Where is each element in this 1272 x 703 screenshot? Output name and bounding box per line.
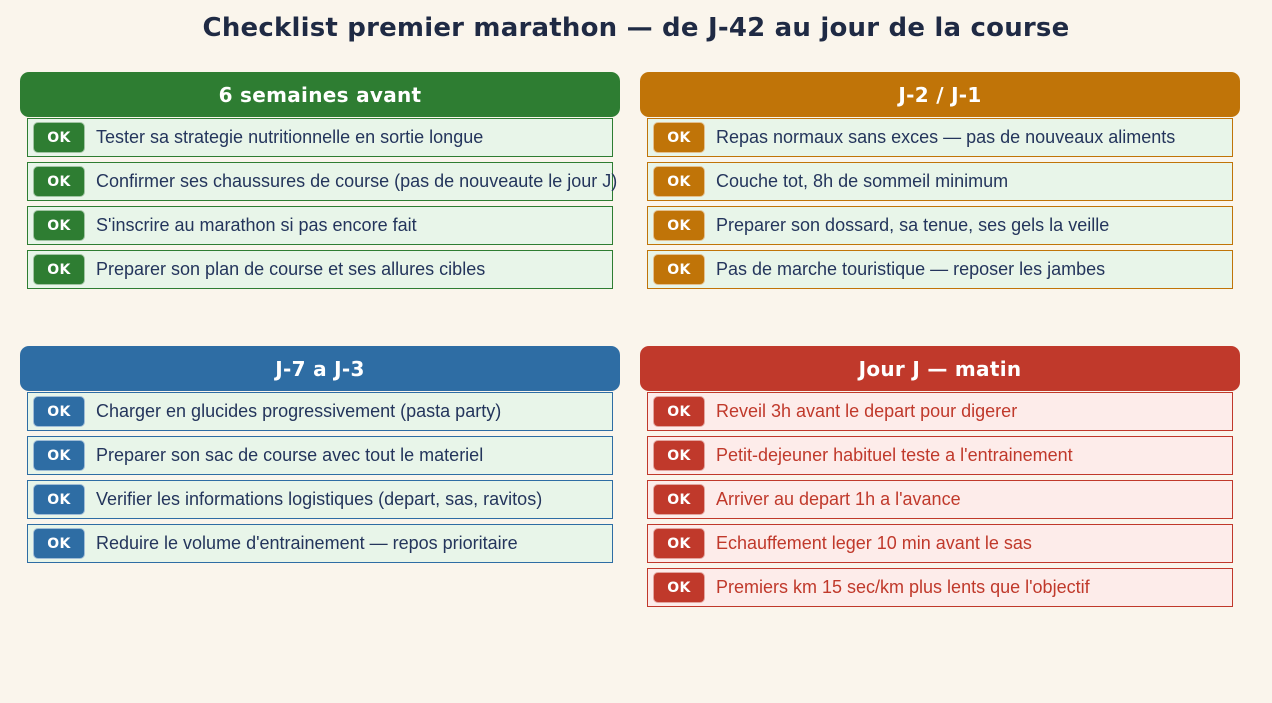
ok-button[interactable]: OK bbox=[653, 572, 705, 603]
item-label: Petit-dejeuner habituel teste a l'entrai… bbox=[716, 445, 1073, 465]
checklist-grid: 6 semaines avant OK Tester sa strategie … bbox=[20, 72, 1272, 612]
section-rows: OK Repas normaux sans exces — pas de nou… bbox=[640, 117, 1240, 289]
section-rows: OK Tester sa strategie nutritionnelle en… bbox=[20, 117, 620, 289]
ok-button[interactable]: OK bbox=[33, 440, 85, 471]
checklist-section: J-2 / J-1 OK Repas normaux sans exces — … bbox=[640, 72, 1240, 294]
checklist-item: OK Reduire le volume d'entrainement — re… bbox=[27, 524, 613, 563]
section-title: 6 semaines avant bbox=[218, 82, 422, 107]
ok-button[interactable]: OK bbox=[653, 166, 705, 197]
section-rows: OK Reveil 3h avant le depart pour digere… bbox=[640, 391, 1240, 607]
item-label: Arriver au depart 1h a l'avance bbox=[716, 489, 961, 509]
ok-button[interactable]: OK bbox=[653, 440, 705, 471]
item-label: Charger en glucides progressivement (pas… bbox=[96, 401, 502, 421]
ok-button[interactable]: OK bbox=[33, 166, 85, 197]
ok-button[interactable]: OK bbox=[33, 210, 85, 241]
checklist-item: OK Arriver au depart 1h a l'avance bbox=[647, 480, 1233, 519]
item-label: S'inscrire au marathon si pas encore fai… bbox=[96, 215, 417, 235]
ok-button[interactable]: OK bbox=[33, 484, 85, 515]
checklist-item: OK Petit-dejeuner habituel teste a l'ent… bbox=[647, 436, 1233, 475]
item-label: Preparer son dossard, sa tenue, ses gels… bbox=[716, 215, 1110, 235]
item-label: Tester sa strategie nutritionnelle en so… bbox=[96, 127, 484, 147]
checklist-item: OK Repas normaux sans exces — pas de nou… bbox=[647, 118, 1233, 157]
checklist-item: OK Preparer son dossard, sa tenue, ses g… bbox=[647, 206, 1233, 245]
ok-button[interactable]: OK bbox=[33, 254, 85, 285]
item-label: Couche tot, 8h de sommeil minimum bbox=[716, 171, 1009, 191]
item-label: Preparer son plan de course et ses allur… bbox=[96, 259, 486, 279]
section-title: J-2 / J-1 bbox=[898, 82, 982, 107]
checklist-item: OK Echauffement leger 10 min avant le sa… bbox=[647, 524, 1233, 563]
item-label: Echauffement leger 10 min avant le sas bbox=[716, 533, 1032, 553]
section-title: J-7 a J-3 bbox=[275, 356, 365, 381]
checklist-item: OK Pas de marche touristique — reposer l… bbox=[647, 250, 1233, 289]
checklist-item: OK Charger en glucides progressivement (… bbox=[27, 392, 613, 431]
item-label: Verifier les informations logistiques (d… bbox=[96, 489, 543, 509]
ok-button[interactable]: OK bbox=[653, 210, 705, 241]
checklist-item: OK Confirmer ses chaussures de course (p… bbox=[27, 162, 617, 201]
item-label: Confirmer ses chaussures de course (pas … bbox=[96, 171, 618, 191]
ok-button[interactable]: OK bbox=[33, 528, 85, 559]
ok-button[interactable]: OK bbox=[653, 528, 705, 559]
item-label: Premiers km 15 sec/km plus lents que l'o… bbox=[716, 577, 1090, 597]
item-label: Reveil 3h avant le depart pour digerer bbox=[716, 401, 1018, 421]
section-title: Jour J — matin bbox=[858, 356, 1022, 381]
section-header: 6 semaines avant bbox=[20, 72, 620, 117]
section-rows: OK Charger en glucides progressivement (… bbox=[20, 391, 620, 563]
checklist-item: OK Preparer son sac de course avec tout … bbox=[27, 436, 613, 475]
item-label: Preparer son sac de course avec tout le … bbox=[96, 445, 484, 465]
ok-button[interactable]: OK bbox=[33, 396, 85, 427]
ok-button[interactable]: OK bbox=[33, 122, 85, 153]
item-label: Reduire le volume d'entrainement — repos… bbox=[96, 533, 518, 553]
checklist-section: 6 semaines avant OK Tester sa strategie … bbox=[20, 72, 620, 294]
checklist-page: Checklist premier marathon — de J-42 au … bbox=[0, 13, 1272, 612]
checklist-section: Jour J — matin OK Reveil 3h avant le dep… bbox=[640, 346, 1240, 612]
section-header: Jour J — matin bbox=[640, 346, 1240, 391]
checklist-item: OK Premiers km 15 sec/km plus lents que … bbox=[647, 568, 1233, 607]
ok-button[interactable]: OK bbox=[653, 122, 705, 153]
checklist-item: OK S'inscrire au marathon si pas encore … bbox=[27, 206, 613, 245]
ok-button[interactable]: OK bbox=[653, 484, 705, 515]
section-header: J-7 a J-3 bbox=[20, 346, 620, 391]
item-label: Repas normaux sans exces — pas de nouvea… bbox=[716, 127, 1176, 147]
checklist-item: OK Preparer son plan de course et ses al… bbox=[27, 250, 613, 289]
section-header: J-2 / J-1 bbox=[640, 72, 1240, 117]
checklist-section: J-7 a J-3 OK Charger en glucides progres… bbox=[20, 346, 620, 568]
ok-button[interactable]: OK bbox=[653, 254, 705, 285]
checklist-item: OK Tester sa strategie nutritionnelle en… bbox=[27, 118, 613, 157]
page-title: Checklist premier marathon — de J-42 au … bbox=[202, 13, 1070, 43]
checklist-item: OK Reveil 3h avant le depart pour digere… bbox=[647, 392, 1233, 431]
checklist-item: OK Couche tot, 8h de sommeil minimum bbox=[647, 162, 1233, 201]
ok-button[interactable]: OK bbox=[653, 396, 705, 427]
item-label: Pas de marche touristique — reposer les … bbox=[716, 259, 1106, 279]
checklist-item: OK Verifier les informations logistiques… bbox=[27, 480, 613, 519]
